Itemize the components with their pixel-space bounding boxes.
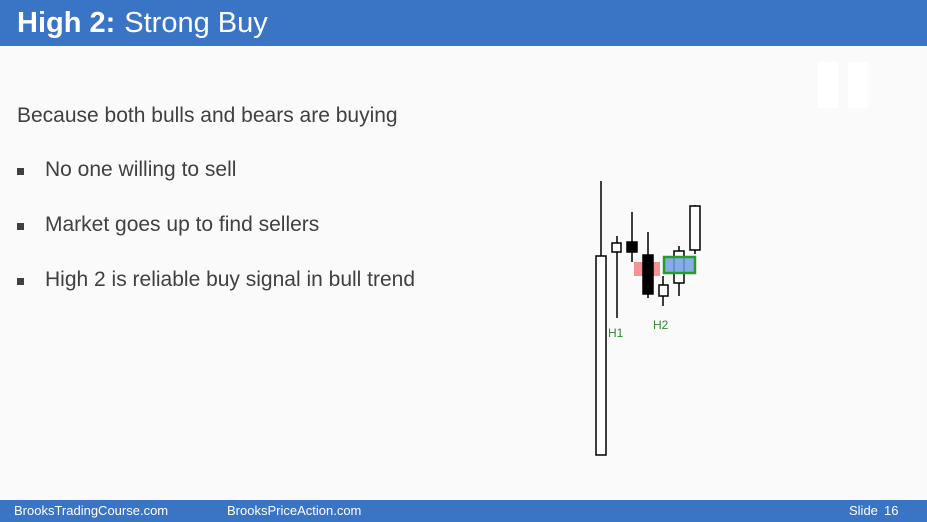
slide-title-rest: Strong Buy [124, 6, 268, 39]
bullet-square-icon [17, 278, 24, 285]
pause-watermark-icon [818, 62, 868, 108]
candle-small-bull-2 [658, 276, 669, 306]
candle-bear-big [642, 232, 654, 298]
footer-slide-label: Slide [849, 503, 878, 518]
candle-small-bull [611, 236, 622, 318]
slide-title-bold: High 2: [17, 6, 116, 39]
bullet-text: High 2 is reliable buy signal in bull tr… [45, 268, 416, 291]
blue-highlight [664, 257, 695, 273]
bullet-item: No one willing to sell [17, 158, 415, 213]
footer-site1: BrooksTradingCourse.com [14, 503, 169, 518]
bullet-list: No one willing to sell Market goes up to… [17, 158, 415, 323]
bullet-square-icon [17, 223, 24, 230]
footer-bar: BrooksTradingCourse.com BrooksPriceActio… [0, 500, 927, 522]
green-border-box [662, 255, 697, 275]
bullet-item: Market goes up to find sellers [17, 213, 415, 268]
candle-bull-tall [595, 181, 607, 456]
intro-text: Because both bulls and bears are buying [17, 104, 398, 127]
label-h1: H1 [608, 326, 624, 340]
slide-title: High 2: Strong Buy [0, 0, 927, 46]
bullet-square-icon [17, 168, 24, 175]
candle-bear [626, 212, 638, 262]
bullet-text: Market goes up to find sellers [45, 213, 320, 236]
bullet-item: High 2 is reliable buy signal in bull tr… [17, 268, 415, 323]
bullet-text: No one willing to sell [45, 158, 237, 181]
candle-bull-last [689, 205, 701, 254]
label-h2: H2 [653, 318, 669, 332]
footer-site2: BrooksPriceAction.com [227, 503, 362, 518]
candlestick-diagram: H1 H2 [595, 181, 701, 456]
footer-slide-number: 16 [884, 503, 899, 518]
